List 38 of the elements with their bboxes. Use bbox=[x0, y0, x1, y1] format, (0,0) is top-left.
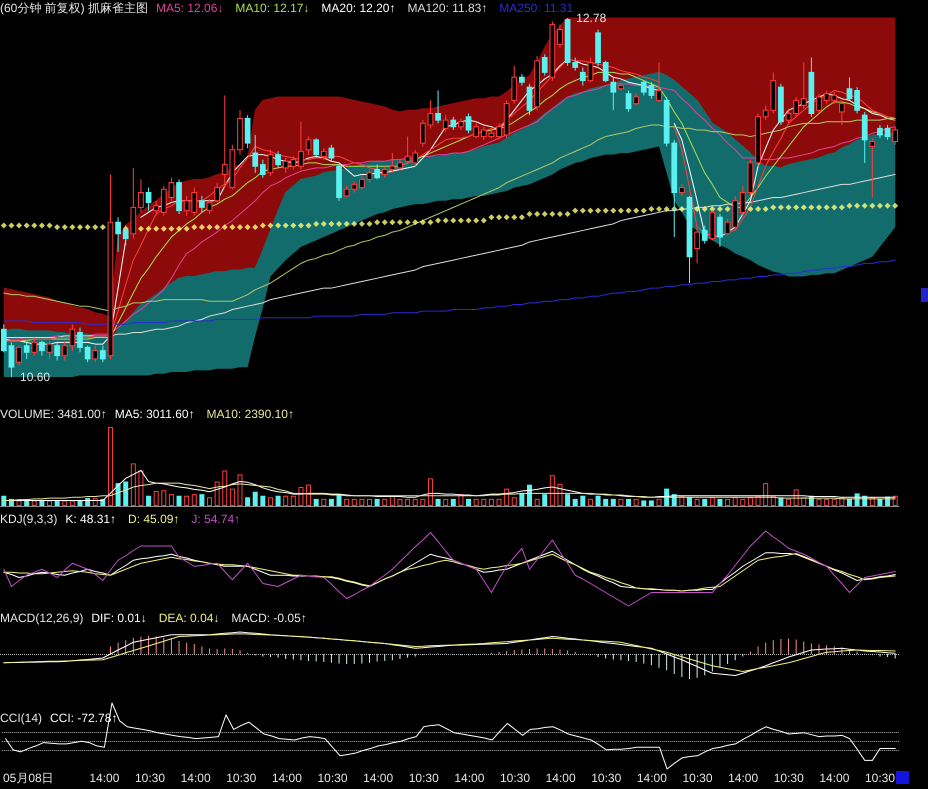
series-label: DEA: 0.04↓ bbox=[158, 611, 220, 625]
text: MA250: 11.31 bbox=[499, 1, 574, 15]
series-label: DIF: 0.01↓ bbox=[91, 611, 147, 625]
text: MACD: -0.05↑ bbox=[231, 611, 307, 625]
x-tick-label: 14:00 bbox=[272, 771, 302, 785]
chart-title: KDJ(9,3,3) bbox=[0, 512, 58, 526]
text: MA10: 12.17↓ bbox=[235, 1, 310, 15]
text: D: 45.09↑ bbox=[128, 512, 180, 526]
x-tick-label: 14:00 bbox=[180, 771, 211, 785]
x-tick-label: 14:00 bbox=[546, 771, 576, 785]
x-tick-label: 14:00 bbox=[636, 771, 668, 785]
chart-title: VOLUME: 3481.00↑ bbox=[0, 407, 107, 421]
x-tick-label: 10:30 bbox=[317, 771, 348, 785]
x-tick-label: 10:30 bbox=[500, 771, 530, 785]
x-tick-label: 10:30 bbox=[134, 771, 166, 785]
text: MA120: 11.83↑ bbox=[407, 1, 488, 15]
x-tick-label: 10:30 bbox=[591, 771, 622, 785]
chart-title: (60分钟 前复权) 抓麻雀主图 bbox=[0, 1, 148, 15]
text: CCI(14) bbox=[0, 711, 42, 725]
x-tick-label: 14:00 bbox=[89, 771, 120, 785]
text: MA5: 12.06↓ bbox=[156, 1, 224, 15]
text: MA10: 2390.10↑ bbox=[206, 407, 294, 421]
text: K: 48.31↑ bbox=[65, 512, 116, 526]
x-tick-label: 05月08日 bbox=[2, 771, 54, 785]
x-tick-label: 14:00 bbox=[363, 771, 394, 785]
text: J: 54.74↑ bbox=[191, 512, 240, 526]
text: MA20: 12.20↑ bbox=[321, 1, 396, 15]
x-tick-label: 14:00 bbox=[728, 771, 758, 785]
chart-title: MACD(12,26,9) bbox=[0, 611, 84, 625]
text: MA5: 3011.60↑ bbox=[114, 407, 195, 421]
x-tick-label: 10:30 bbox=[226, 771, 257, 785]
x-tick-label: 10:30 bbox=[774, 771, 804, 785]
x-tick-label: 14:00 bbox=[819, 771, 850, 785]
annotation: 10.60 bbox=[20, 370, 50, 384]
x-tick-label: 10:30 bbox=[408, 771, 440, 785]
x-tick-label: 14:00 bbox=[454, 771, 485, 785]
x-tick-label: 10:30 bbox=[682, 771, 713, 785]
x-tick-label: 10:30 bbox=[864, 771, 896, 785]
